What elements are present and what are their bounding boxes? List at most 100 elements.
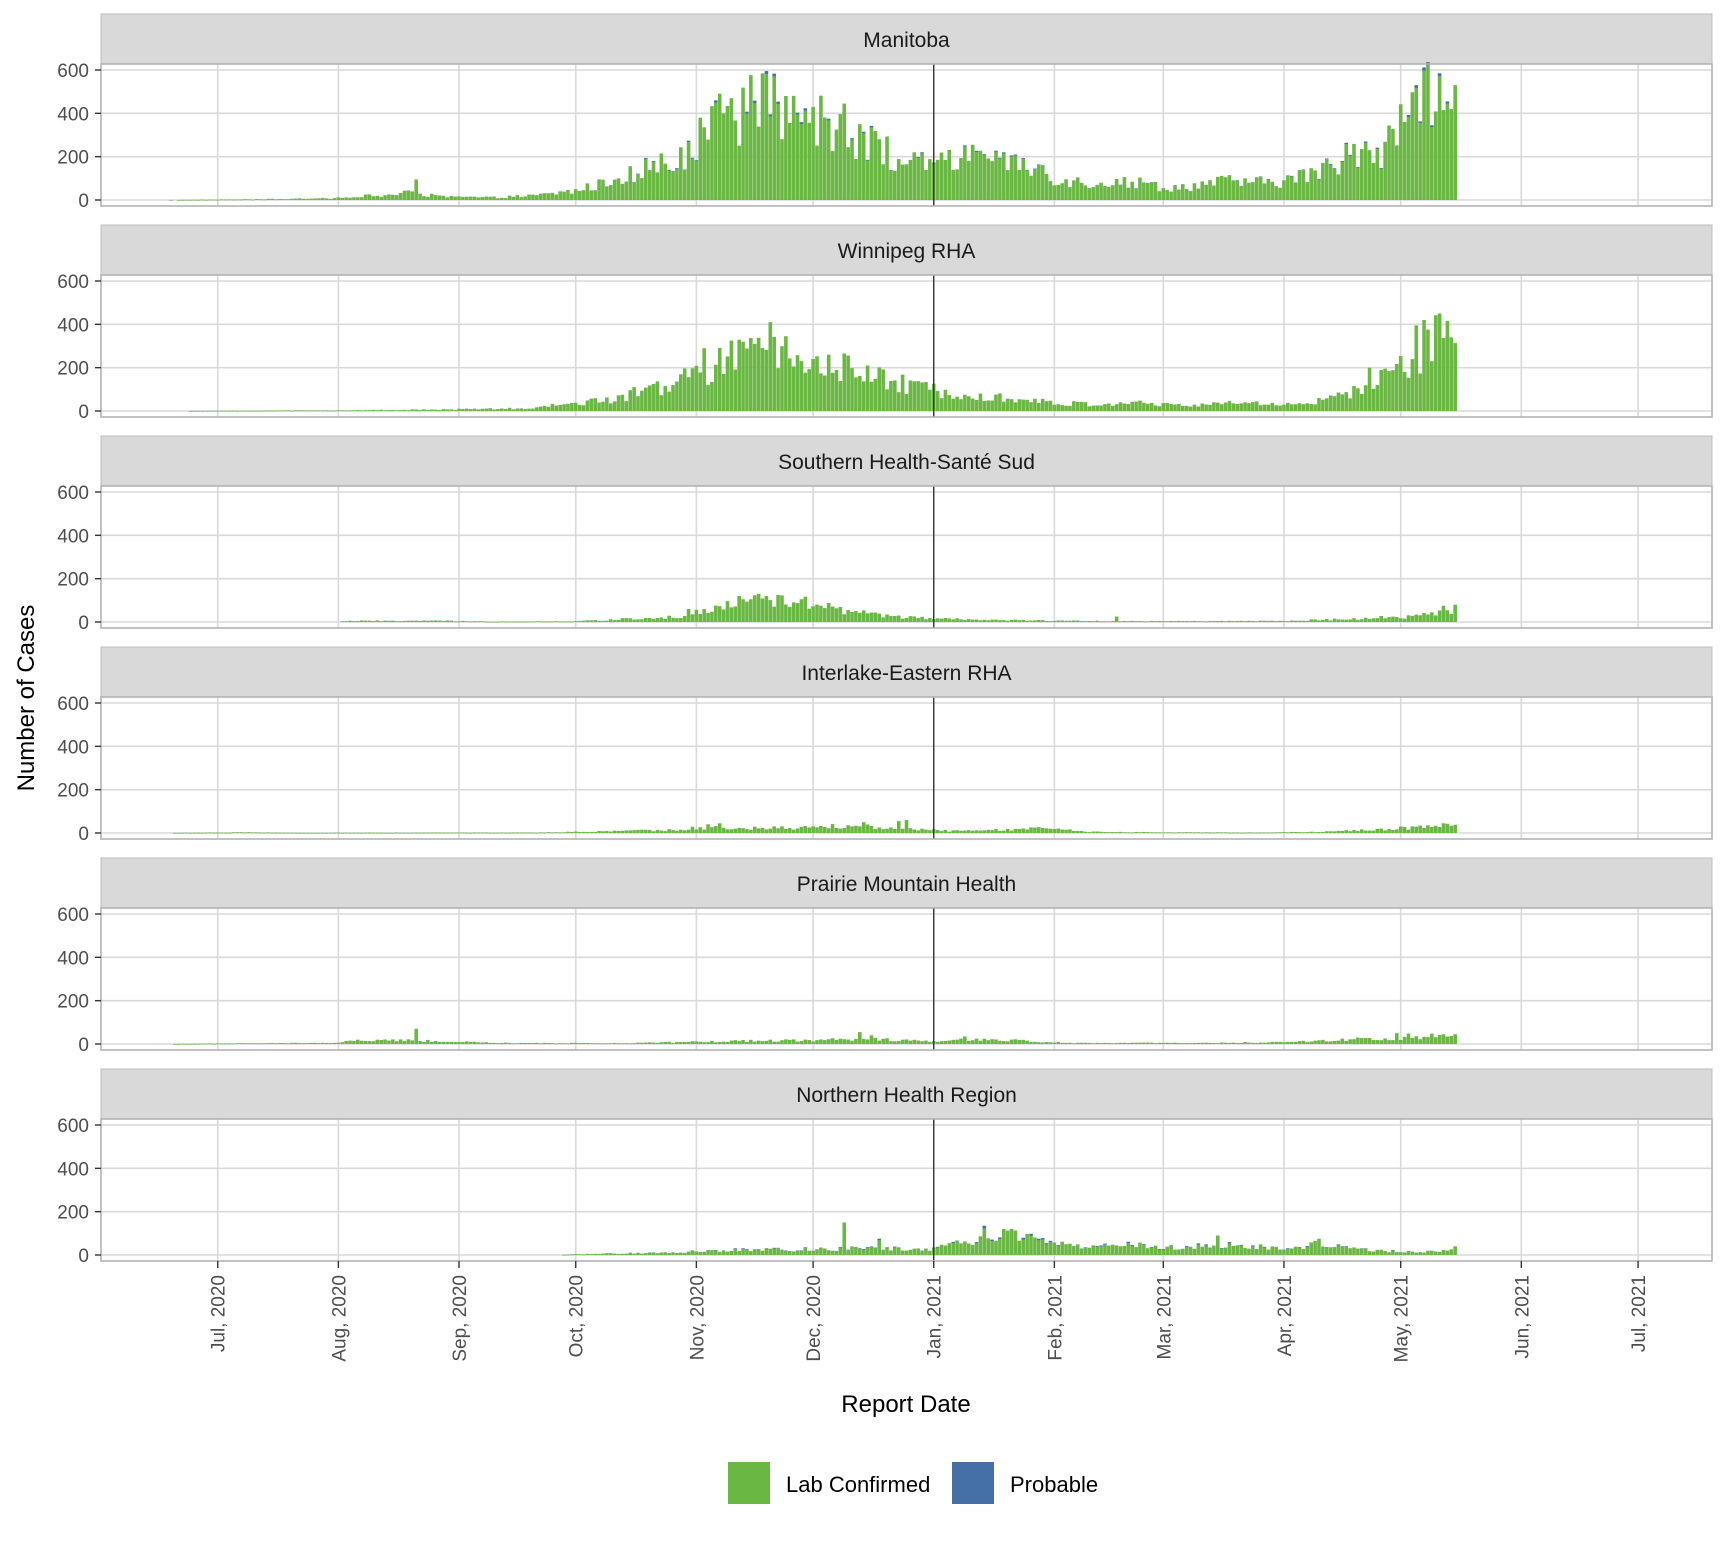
bar-lab-confirmed bbox=[850, 1246, 854, 1255]
bar-lab-confirmed bbox=[811, 1251, 815, 1255]
bar-lab-confirmed bbox=[1165, 832, 1169, 833]
bar-lab-confirmed bbox=[329, 833, 333, 834]
bar-lab-confirmed bbox=[749, 830, 753, 833]
bar-lab-confirmed bbox=[710, 827, 714, 833]
bar-probable bbox=[1344, 143, 1348, 144]
bar-probable bbox=[1228, 1242, 1232, 1243]
bar-lab-confirmed bbox=[628, 618, 632, 622]
bar-lab-confirmed bbox=[901, 619, 905, 622]
bar-lab-confirmed bbox=[1379, 1250, 1383, 1255]
bar-lab-confirmed bbox=[352, 621, 356, 622]
bar-lab-confirmed bbox=[835, 1040, 839, 1044]
bar-lab-confirmed bbox=[1270, 833, 1274, 834]
bar-lab-confirmed bbox=[1185, 189, 1189, 200]
bar-lab-confirmed bbox=[1165, 190, 1169, 200]
bar-lab-confirmed bbox=[337, 197, 341, 200]
bar-lab-confirmed bbox=[1337, 619, 1341, 622]
bar-lab-confirmed bbox=[169, 200, 173, 201]
bar-lab-confirmed bbox=[605, 621, 609, 622]
bar-lab-confirmed bbox=[1204, 1245, 1208, 1255]
bar-lab-confirmed bbox=[477, 197, 481, 200]
bar-lab-confirmed bbox=[722, 828, 726, 833]
bar-lab-confirmed bbox=[348, 621, 352, 622]
bar-lab-confirmed bbox=[660, 1042, 664, 1044]
bar-lab-confirmed bbox=[1278, 1250, 1282, 1255]
panel-title: Southern Health-Santé Sud bbox=[778, 451, 1035, 474]
bar-lab-confirmed bbox=[375, 1040, 379, 1044]
bar-lab-confirmed bbox=[850, 368, 854, 411]
bar-lab-confirmed bbox=[446, 197, 450, 200]
bar-lab-confirmed bbox=[344, 410, 348, 411]
bar-lab-confirmed bbox=[990, 1039, 994, 1044]
bar-lab-confirmed bbox=[769, 600, 773, 622]
y-tick-label: 0 bbox=[78, 1035, 89, 1056]
bar-lab-confirmed bbox=[593, 190, 597, 200]
bar-lab-confirmed bbox=[1204, 404, 1208, 411]
bar-lab-confirmed bbox=[1127, 188, 1131, 200]
bar-lab-confirmed bbox=[1134, 402, 1138, 411]
bar-lab-confirmed bbox=[866, 366, 870, 411]
bar-lab-confirmed bbox=[835, 828, 839, 833]
bar-lab-confirmed bbox=[1290, 176, 1294, 200]
bar-lab-confirmed bbox=[1379, 370, 1383, 411]
bar-lab-confirmed bbox=[469, 833, 473, 834]
bar-lab-confirmed bbox=[1274, 405, 1278, 411]
bar-lab-confirmed bbox=[1025, 621, 1029, 622]
bar-lab-confirmed bbox=[1337, 393, 1341, 411]
bar-lab-confirmed bbox=[523, 409, 527, 411]
bar-lab-confirmed bbox=[1212, 621, 1216, 622]
bar-lab-confirmed bbox=[302, 833, 306, 834]
bar-lab-confirmed bbox=[800, 1041, 804, 1044]
bar-lab-confirmed bbox=[796, 1251, 800, 1255]
bar-lab-confirmed bbox=[881, 617, 885, 622]
bar-lab-confirmed bbox=[578, 832, 582, 833]
bar-lab-confirmed bbox=[461, 621, 465, 622]
bar-lab-confirmed bbox=[321, 833, 325, 834]
bar-lab-confirmed bbox=[1325, 158, 1329, 200]
bar-lab-confirmed bbox=[181, 833, 185, 834]
bar-lab-confirmed bbox=[1298, 403, 1302, 411]
bar-lab-confirmed bbox=[574, 1043, 578, 1044]
bar-lab-confirmed bbox=[204, 1044, 208, 1045]
bar-lab-confirmed bbox=[726, 106, 730, 200]
bar-lab-confirmed bbox=[1259, 1043, 1263, 1044]
bar-lab-confirmed bbox=[539, 407, 543, 411]
bar-lab-confirmed bbox=[1274, 832, 1278, 833]
bar-lab-confirmed bbox=[815, 605, 819, 622]
bar-lab-confirmed bbox=[484, 833, 488, 834]
bar-lab-confirmed bbox=[733, 829, 737, 833]
bar-probable bbox=[998, 158, 1002, 159]
bar-lab-confirmed bbox=[251, 1043, 255, 1044]
bar-lab-confirmed bbox=[1426, 1251, 1430, 1255]
bar-lab-confirmed bbox=[1127, 832, 1131, 833]
bar-lab-confirmed bbox=[601, 1043, 605, 1044]
bar-lab-confirmed bbox=[733, 606, 737, 622]
bar-lab-confirmed bbox=[928, 390, 932, 411]
bar-lab-confirmed bbox=[1243, 1042, 1247, 1044]
bar-lab-confirmed bbox=[539, 832, 543, 833]
bar-lab-confirmed bbox=[920, 382, 924, 411]
bar-lab-confirmed bbox=[625, 401, 629, 411]
bar-lab-confirmed bbox=[1422, 613, 1426, 622]
bar-lab-confirmed bbox=[1220, 1042, 1224, 1044]
bar-lab-confirmed bbox=[772, 77, 776, 200]
bar-lab-confirmed bbox=[1208, 621, 1212, 622]
bar-lab-confirmed bbox=[395, 410, 399, 411]
bar-lab-confirmed bbox=[317, 198, 321, 200]
bar-lab-confirmed bbox=[504, 1043, 508, 1044]
bar-lab-confirmed bbox=[1064, 406, 1068, 411]
bar-lab-confirmed bbox=[488, 833, 492, 834]
bar-lab-confirmed bbox=[1255, 833, 1259, 834]
bar-lab-confirmed bbox=[1060, 1043, 1064, 1044]
bar-lab-confirmed bbox=[1216, 1043, 1220, 1044]
bar-lab-confirmed bbox=[1197, 832, 1201, 833]
bar-lab-confirmed bbox=[718, 823, 722, 833]
bar-lab-confirmed bbox=[948, 1041, 952, 1044]
bar-lab-confirmed bbox=[1018, 1040, 1022, 1044]
bar-lab-confirmed bbox=[951, 399, 955, 411]
bar-lab-confirmed bbox=[543, 193, 547, 200]
bar-lab-confirmed bbox=[1173, 186, 1177, 200]
bar-lab-confirmed bbox=[714, 1251, 718, 1255]
bar-lab-confirmed bbox=[481, 621, 485, 622]
